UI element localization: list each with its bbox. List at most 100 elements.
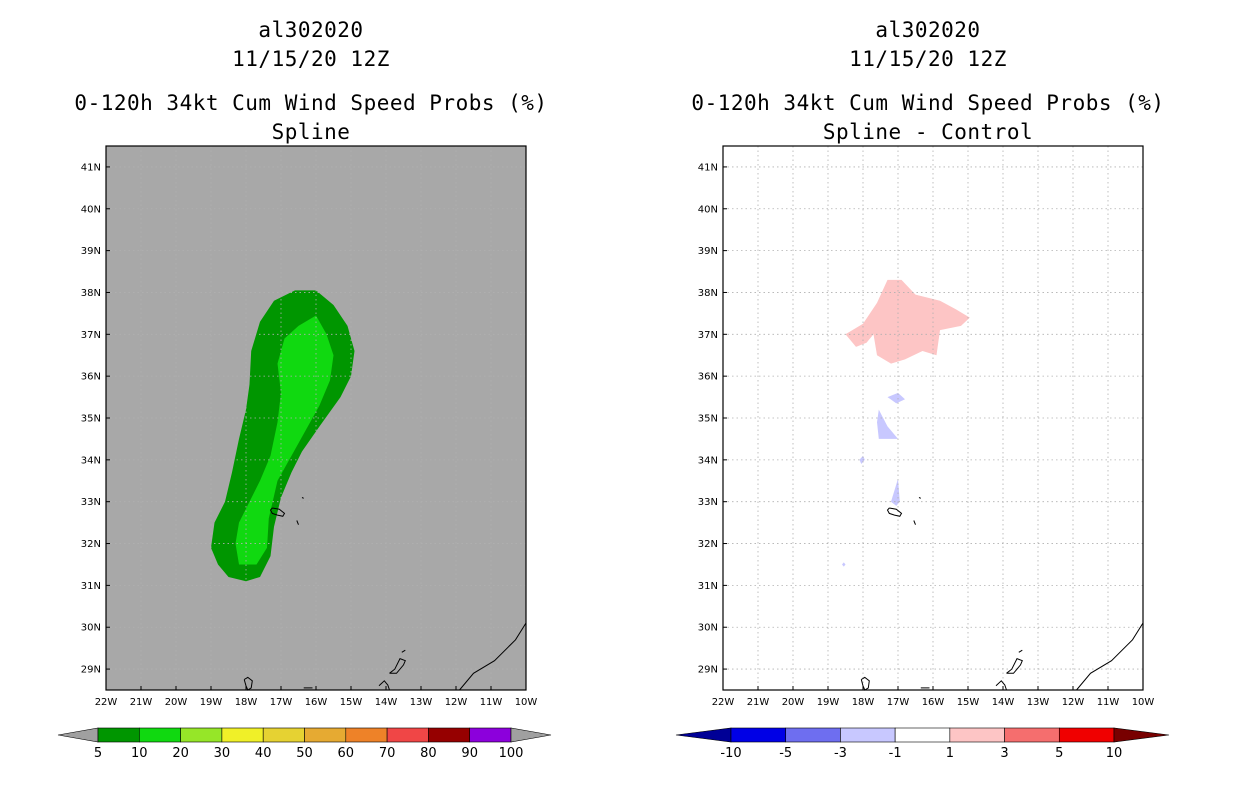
right-storm-id: al302020 (875, 18, 981, 42)
left-x-tick-label: 21W (130, 697, 153, 708)
right-x-tick-label: 17W (887, 697, 910, 708)
left-product-title: 0-120h 34kt Cum Wind Speed Probs (%) (74, 91, 548, 115)
left-colorbar-label: 30 (214, 746, 231, 761)
right-coastline-2 (913, 520, 916, 525)
left-colorbar-segment-2 (180, 727, 223, 743)
right-coastline-1 (918, 497, 922, 499)
right-coastline-3 (860, 676, 870, 691)
left-colorbar-high-arrow (510, 727, 552, 743)
right-colorbar-label: -1 (889, 746, 902, 761)
right-region-2 (877, 409, 898, 439)
right-colorbar: -10 -5 -3 -1 1 3 5 10 (675, 727, 1170, 761)
left-colorbar-segment-6 (345, 727, 388, 743)
right-y-tick-label: 29N (698, 665, 718, 676)
left-colorbar-low-arrow (57, 727, 99, 743)
left-colorbar-label: 80 (420, 746, 437, 761)
left-y-tick-label: 31N (81, 581, 101, 592)
right-y-tick-label: 30N (698, 623, 718, 634)
left-colorbar-segment-7 (386, 727, 429, 743)
right-colorbar-segment-4 (949, 727, 1005, 743)
right-region-0 (845, 279, 970, 364)
left-x-tick-label: 16W (305, 697, 328, 708)
right-colorbar-label: -5 (779, 746, 792, 761)
right-region-1 (887, 392, 905, 404)
left-x-tick-label: 17W (270, 697, 293, 708)
right-coastline-5 (995, 680, 1007, 691)
left-colorbar-segment-9 (469, 727, 512, 743)
right-colorbar-segment-0 (730, 727, 787, 743)
right-product-title: 0-120h 34kt Cum Wind Speed Probs (%) (691, 91, 1165, 115)
right-y-tick-label: 33N (698, 497, 718, 508)
left-x-tick-label: 13W (410, 697, 433, 708)
right-colorbar-low-arrow (675, 727, 732, 743)
right-coastline-8 (1076, 622, 1144, 691)
left-y-tick-label: 35N (81, 414, 101, 425)
right-y-tick-label: 41N (698, 162, 718, 173)
right-coastline-6 (1006, 657, 1023, 674)
left-x-tick-label: 14W (375, 697, 398, 708)
left-y-tick-label: 36N (81, 372, 101, 383)
right-x-tick-label: 18W (852, 697, 875, 708)
left-coastline-7 (401, 649, 406, 653)
left-coastline-2 (296, 520, 299, 525)
left-x-tick-label: 10W (515, 697, 538, 708)
left-colorbar-label: 40 (255, 746, 272, 761)
right-y-tick-label: 37N (698, 330, 718, 341)
right-region-5 (842, 562, 846, 567)
left-x-tick-label: 15W (340, 697, 363, 708)
left-y-tick-label: 29N (81, 665, 101, 676)
right-x-tick-label: 10W (1132, 697, 1155, 708)
left-coastline-8 (459, 622, 527, 691)
left-colorbar-label: 10 (131, 746, 148, 761)
left-colorbar-label: 100 (499, 746, 524, 761)
right-y-tick-label: 40N (698, 204, 718, 215)
right-x-tick-label: 14W (992, 697, 1015, 708)
left-probability-map: 22W 21W 20W 19W 18W 17W 16W 15W 14W 13W 12W 11W 10W 2… (81, 145, 538, 708)
left-coastline-5 (378, 680, 390, 691)
right-x-tick-label: 16W (922, 697, 945, 708)
right-y-tick-label: 32N (698, 539, 718, 550)
right-y-tick-label: 36N (698, 372, 718, 383)
left-coastline-1 (301, 497, 304, 499)
right-coastline-7 (1018, 649, 1023, 653)
left-colorbar-label: 70 (379, 746, 396, 761)
right-y-tick-label: 31N (698, 581, 718, 592)
left-x-tick-label: 11W (480, 697, 503, 708)
left-y-tick-label: 40N (81, 204, 101, 215)
right-colorbar-label: 10 (1106, 746, 1123, 761)
right-coastline-0 (886, 507, 903, 517)
right-y-tick-label: 35N (698, 414, 718, 425)
left-coastline-6 (389, 657, 406, 674)
left-region-1 (235, 315, 334, 565)
left-x-tick-label: 19W (200, 697, 223, 708)
left-y-tick-label: 41N (81, 162, 101, 173)
right-colorbar-label: 5 (1055, 746, 1063, 761)
left-colorbar-label: 50 (296, 746, 313, 761)
right-difference-map: 22W 21W 20W 19W 18W 17W 16W 15W 14W 13W 12W 11W 10W 2… (698, 145, 1155, 708)
left-colorbar: 5 10 20 30 40 50 60 70 80 90 100 (57, 727, 552, 761)
left-colorbar-segment-5 (304, 727, 347, 743)
left-colorbar-segment-1 (139, 727, 181, 743)
left-y-tick-label: 39N (81, 246, 101, 257)
right-x-tick-label: 20W (782, 697, 805, 708)
left-storm-id: al302020 (258, 18, 364, 42)
right-subtitle: Spline - Control (822, 120, 1034, 144)
right-colorbar-segment-5 (1004, 727, 1060, 743)
left-colorbar-segment-4 (262, 727, 305, 743)
left-y-tick-label: 34N (81, 455, 101, 466)
left-colorbar-segment-0 (97, 727, 140, 743)
right-colorbar-high-arrow (1113, 727, 1170, 743)
right-y-tick-label: 38N (698, 288, 718, 299)
left-colorbar-label: 20 (172, 746, 189, 761)
right-datetime: 11/15/20 12Z (849, 47, 1007, 71)
left-x-tick-label: 12W (445, 697, 468, 708)
left-colorbar-label: 90 (461, 746, 478, 761)
left-y-tick-label: 37N (81, 330, 101, 341)
left-subtitle: Spline (271, 120, 351, 144)
left-x-tick-label: 20W (165, 697, 188, 708)
right-colorbar-label: 3 (1000, 746, 1008, 761)
left-y-tick-label: 32N (81, 539, 101, 550)
right-region-3 (891, 478, 900, 506)
left-datetime: 11/15/20 12Z (232, 47, 390, 71)
